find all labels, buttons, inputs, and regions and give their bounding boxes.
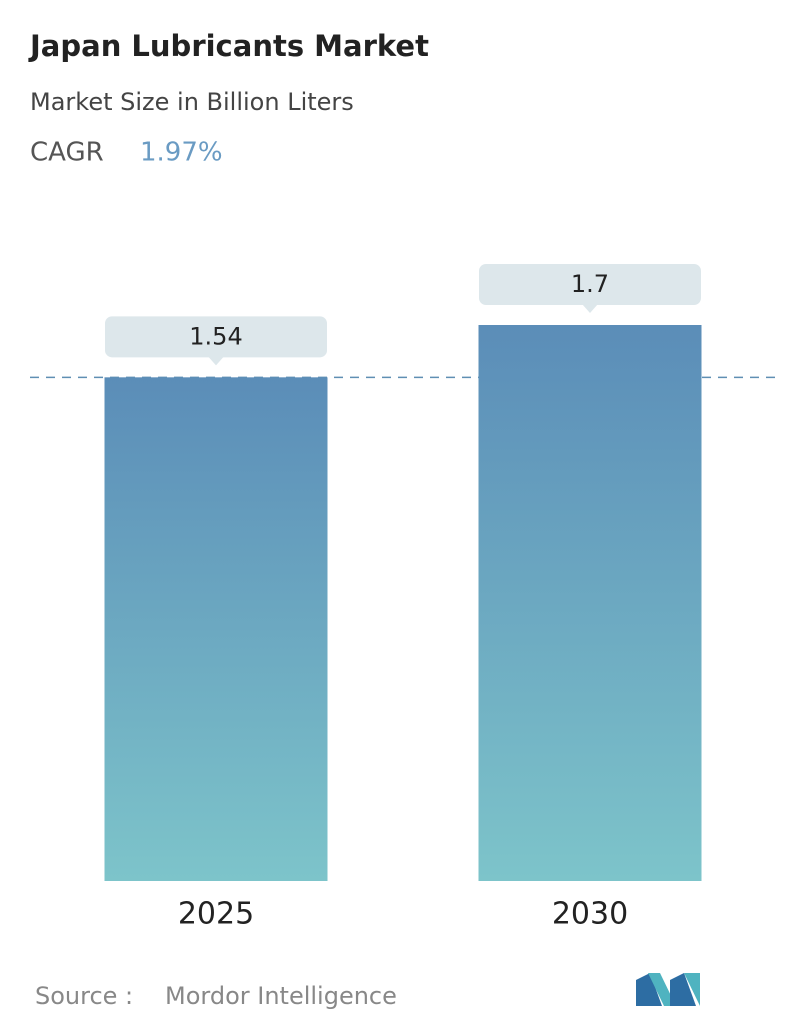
value-label-box (479, 264, 701, 305)
value-label-pointer (208, 356, 224, 366)
plot-area: 1.54 2025 1.7 2030 (30, 264, 780, 932)
cagr-label: CAGR (30, 138, 104, 168)
cagr-value: 1.97% (140, 138, 223, 168)
source: Mordor Intelligence (165, 982, 397, 1010)
logo (636, 973, 700, 1006)
value-label: 1.7 (571, 270, 609, 298)
value-label-box (105, 316, 327, 358)
value-label-pointer (582, 304, 598, 313)
source-label: Source : (35, 982, 133, 1010)
x-tick-label: 2030 (552, 897, 628, 932)
bar (478, 325, 702, 881)
value-label: 1.54 (189, 322, 242, 350)
chart-subtitle: Market Size in Billion Liters (30, 88, 354, 116)
bar (104, 377, 328, 881)
x-tick-label: 2025 (178, 897, 254, 932)
chart-title: Japan Lubricants Market (28, 29, 429, 63)
